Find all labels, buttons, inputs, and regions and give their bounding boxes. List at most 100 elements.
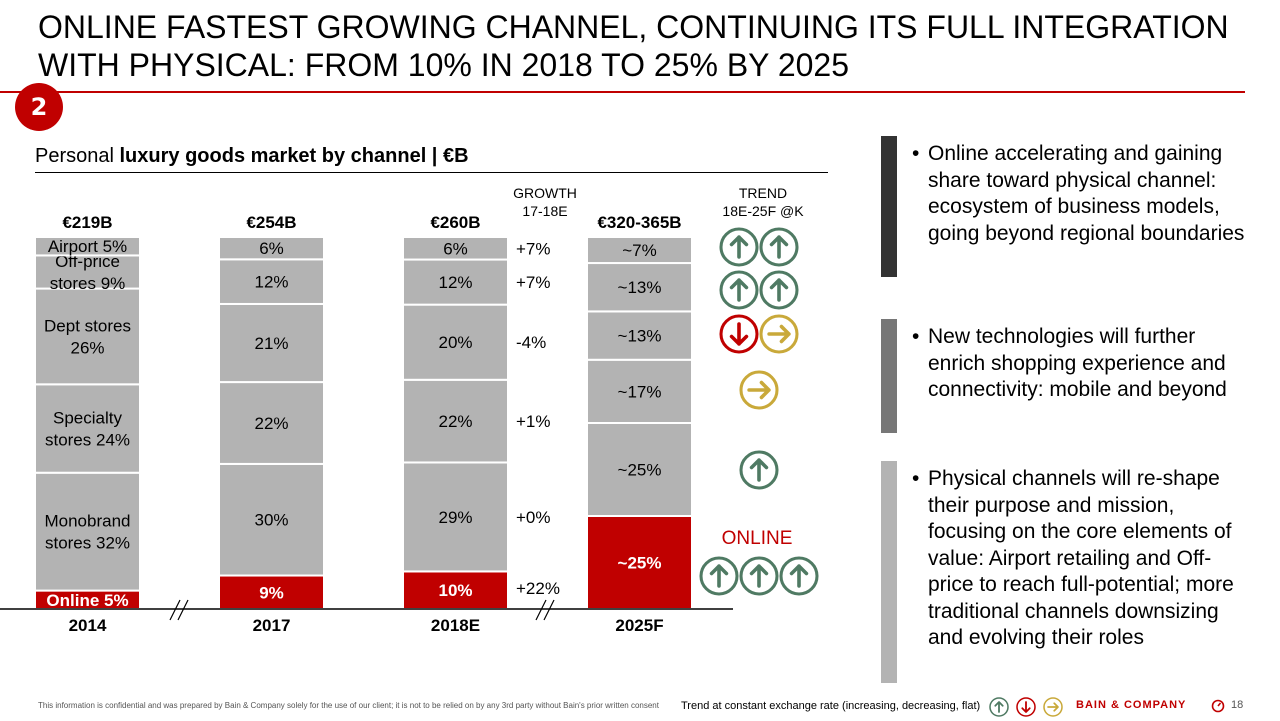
slide-title: ONLINE FASTEST GROWING CHANNEL, CONTINUI… [38, 8, 1258, 84]
page-number: 18 [1231, 699, 1244, 711]
growth-value: +7% [516, 239, 551, 258]
axis-break [177, 599, 189, 621]
segment-label: Dept stores [44, 316, 131, 335]
segment-label: 6% [259, 239, 284, 258]
bar-segment [402, 378, 509, 464]
subtitle-bold: luxury goods market by channel | €B [119, 145, 469, 167]
segment-label: stores 9% [50, 274, 126, 293]
subtitle-divider [35, 172, 828, 173]
segment-label: 10% [438, 581, 472, 600]
bullet-text-3: Physical channels will re-shape their pu… [928, 467, 1234, 649]
subtitle-plain: Personal [35, 145, 120, 167]
bullet-bar-2 [881, 319, 897, 433]
bar-segment [218, 302, 325, 384]
segment-label: Monobrand [44, 512, 130, 531]
confidentiality-note: This information is confidential and was… [38, 701, 659, 710]
trend-flat-icon [1043, 697, 1063, 717]
growth-value: +1% [516, 412, 551, 431]
section-number-badge: 2 [15, 83, 63, 131]
trend-up-icon [739, 556, 779, 596]
bar-segment [586, 358, 693, 425]
chart-subtitle: Personal luxury goods market by channel … [35, 145, 469, 168]
trend-up-icon [779, 556, 819, 596]
online-trend-label: ONLINE [722, 528, 793, 549]
bar-segment [402, 461, 509, 573]
growth-header: 17-18E [522, 203, 567, 219]
segment-label: ~13% [618, 327, 662, 346]
bullet-dot: • [912, 142, 920, 165]
segment-label: Online 5% [46, 591, 128, 610]
bullet-item-2: • New technologies will further enrich sh… [912, 324, 1248, 404]
bar-segment [402, 236, 509, 261]
growth-header: GROWTH [513, 185, 577, 201]
segment-label: 26% [70, 338, 104, 357]
segment-label: ~7% [622, 241, 657, 260]
segment-label: 12% [254, 273, 288, 292]
segment-label: 22% [254, 414, 288, 433]
trend-header: 18E-25F @K [722, 203, 804, 219]
trend-down-icon [1016, 697, 1036, 717]
bullet-text-1: Online accelerating and gaining share to… [928, 142, 1245, 245]
trend-up-icon [719, 270, 759, 310]
bullet-dot: • [912, 467, 920, 490]
segment-label: 12% [438, 273, 472, 292]
stacked-bar-chart: Online 5% Monobrand stores 32% Specialty sto… [0, 185, 819, 635]
trend-legend-icons [989, 697, 1063, 717]
trend-up-icon [719, 227, 759, 267]
segment-label: 21% [254, 334, 288, 353]
axis-break [535, 599, 547, 621]
bullet-item-3: • Physical channels will re-shape their p… [912, 466, 1248, 652]
trend-legend-text: Trend at constant exchange rate (increas… [681, 700, 981, 712]
column-total: €254B [246, 213, 296, 232]
x-tick-label: 2014 [69, 616, 107, 635]
segment-label: Specialty [53, 409, 122, 428]
trend-up-icon [759, 270, 799, 310]
bar-segment [218, 381, 325, 465]
trend-flat-icon [739, 370, 779, 410]
trend-up-icon [759, 227, 799, 267]
bullet-bar-1 [881, 136, 897, 277]
trend-up-icon [699, 556, 739, 596]
bar-segment [34, 383, 141, 474]
bullet-dot: • [912, 325, 920, 348]
bar-segment [586, 262, 693, 313]
title-line-2: WITH PHYSICAL: FROM 10% IN 2018 TO 25% B… [38, 47, 849, 83]
bar-segment [586, 310, 693, 361]
segment-label: ~13% [618, 278, 662, 297]
axis-break [543, 599, 555, 621]
bar-segment [34, 287, 141, 386]
x-tick-label: 2025F [615, 616, 663, 635]
brand-logo-text: BAIN & COMPANY [1076, 699, 1187, 711]
trend-flat-icon [759, 314, 799, 354]
segment-label: ~25% [618, 461, 662, 480]
title-line-1: ONLINE FASTEST GROWING CHANNEL, CONTINUI… [38, 9, 1229, 45]
growth-value: +22% [516, 579, 560, 598]
trend-down-icon [719, 314, 759, 354]
segment-label: stores 24% [45, 431, 130, 450]
column-total: €320-365B [597, 213, 681, 232]
x-tick-label: 2018E [431, 616, 480, 635]
trend-up-icon [989, 697, 1009, 717]
segment-label: 9% [259, 583, 284, 602]
bar-segment [218, 462, 325, 577]
bar-segment [586, 515, 693, 610]
segment-label: 30% [254, 511, 288, 530]
bar-segment [34, 236, 141, 257]
segment-label: 29% [438, 508, 472, 527]
column-total: €219B [62, 213, 112, 232]
trend-header: TREND [739, 185, 787, 201]
bullet-text-2: New technologies will further enrich sho… [928, 325, 1227, 401]
growth-value: +0% [516, 508, 551, 527]
bar-segment [218, 236, 325, 261]
axis-break [169, 599, 181, 621]
segment-label: ~25% [618, 554, 662, 573]
trend-up-icon [739, 450, 779, 490]
segment-label: ~17% [618, 382, 662, 401]
title-divider [0, 91, 1245, 93]
segment-label: 20% [438, 333, 472, 352]
bar-segment [586, 236, 693, 265]
segment-label: Off-price [55, 252, 120, 271]
segment-label: 22% [438, 412, 472, 431]
bullet-item-1: • Online accelerating and gaining share t… [912, 141, 1248, 247]
bar-segment [218, 258, 325, 305]
